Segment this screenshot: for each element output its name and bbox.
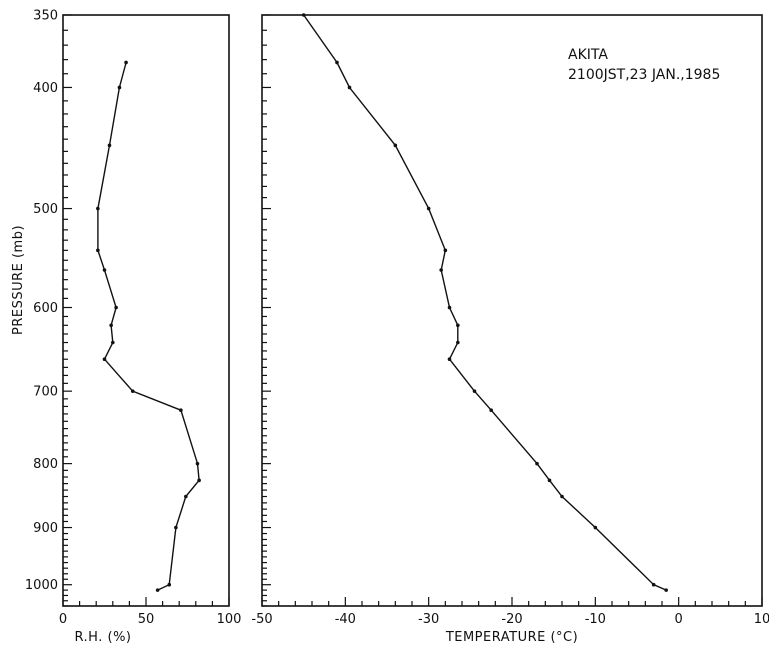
relative-humidity-data-point-15 xyxy=(107,143,112,148)
temperature-data-point-1 xyxy=(651,582,656,587)
relative-humidity-data-point-7 xyxy=(130,389,135,393)
pressure-axis-title: PRESSURE (mb) xyxy=(11,225,26,335)
temperature-data-point-15 xyxy=(393,143,398,148)
relative-humidity-data-point-3 xyxy=(184,494,188,499)
relative-humidity-y-tick-label-0: 350 xyxy=(33,9,58,24)
relative-humidity-data-point-1 xyxy=(167,582,172,587)
temperature-data-point-0 xyxy=(664,588,668,592)
temperature-data-point-14 xyxy=(426,206,431,211)
temperature-x-tick-label-3: -20 xyxy=(501,612,522,627)
temperature-data-point-13 xyxy=(443,248,448,253)
relative-humidity-frame xyxy=(62,14,230,607)
relative-humidity-y-tick-label-6: 900 xyxy=(33,521,58,536)
relative-humidity-x-tick-label-0: 0 xyxy=(59,612,67,627)
relative-humidity-x-tick-label-2: 100 xyxy=(217,612,242,627)
relative-humidity-data-point-6 xyxy=(179,408,183,412)
rh-axis-title: R.H. (%) xyxy=(74,630,131,645)
relative-humidity-data-point-13 xyxy=(96,248,100,253)
station-name: AKITA xyxy=(568,47,608,63)
relative-humidity-data-point-12 xyxy=(102,268,107,272)
relative-humidity-data-point-11 xyxy=(114,305,118,310)
relative-humidity-data-point-16 xyxy=(117,85,122,90)
temperature-x-tick-label-4: -10 xyxy=(585,612,606,627)
temperature-data-point-6 xyxy=(489,408,493,412)
temperature-data-point-5 xyxy=(535,461,539,466)
relative-humidity-data-point-9 xyxy=(111,340,115,345)
temperature-data-point-12 xyxy=(439,268,443,272)
relative-humidity-y-tick-label-5: 800 xyxy=(33,457,58,472)
temperature-data-point-7 xyxy=(472,389,477,393)
temperature-data-point-11 xyxy=(447,305,452,310)
relative-humidity-y-tick-label-1: 400 xyxy=(33,81,58,96)
temperature-data-point-8 xyxy=(447,357,452,362)
temperature-data-point-18 xyxy=(301,13,306,17)
relative-humidity-x-tick-label-1: 50 xyxy=(138,612,155,627)
relative-humidity-y-tick-label-4: 700 xyxy=(33,385,58,400)
temperature-data-point-3 xyxy=(560,494,564,499)
temperature-data-point-4 xyxy=(547,478,552,483)
relative-humidity-data-point-2 xyxy=(174,525,178,530)
observation-time: 2100JST,23 JAN.,1985 xyxy=(568,67,720,83)
temperature-profile-line xyxy=(303,14,667,591)
temperature-x-tick-label-0: -50 xyxy=(251,612,272,627)
temperature-data-point-17 xyxy=(335,60,339,65)
temperature-x-tick-label-2: -30 xyxy=(418,612,439,627)
temperature-x-tick-label-1: -40 xyxy=(335,612,356,627)
relative-humidity-data-point-14 xyxy=(96,206,100,211)
relative-humidity-data-point-10 xyxy=(109,323,113,328)
relative-humidity-profile-line xyxy=(97,62,200,591)
temperature-data-point-2 xyxy=(593,525,598,530)
temperature-x-tick-label-5: 0 xyxy=(675,612,683,627)
relative-humidity-y-tick-label-7: 1000 xyxy=(25,578,58,593)
temperature-data-point-9 xyxy=(456,340,460,345)
temperature-data-point-10 xyxy=(456,323,460,328)
temperature-axis-title: TEMPERATURE (°C) xyxy=(445,630,578,645)
temperature-frame xyxy=(261,14,763,607)
relative-humidity-data-point-4 xyxy=(197,478,201,483)
relative-humidity-y-tick-label-3: 600 xyxy=(33,301,58,316)
temperature-x-tick-label-6: 10 xyxy=(754,612,769,627)
relative-humidity-data-point-5 xyxy=(195,461,200,466)
relative-humidity-data-point-0 xyxy=(155,588,160,592)
relative-humidity-data-point-8 xyxy=(102,357,107,362)
relative-humidity-data-point-17 xyxy=(124,60,128,65)
temperature-data-point-16 xyxy=(347,85,352,90)
relative-humidity-y-tick-label-2: 500 xyxy=(33,202,58,217)
